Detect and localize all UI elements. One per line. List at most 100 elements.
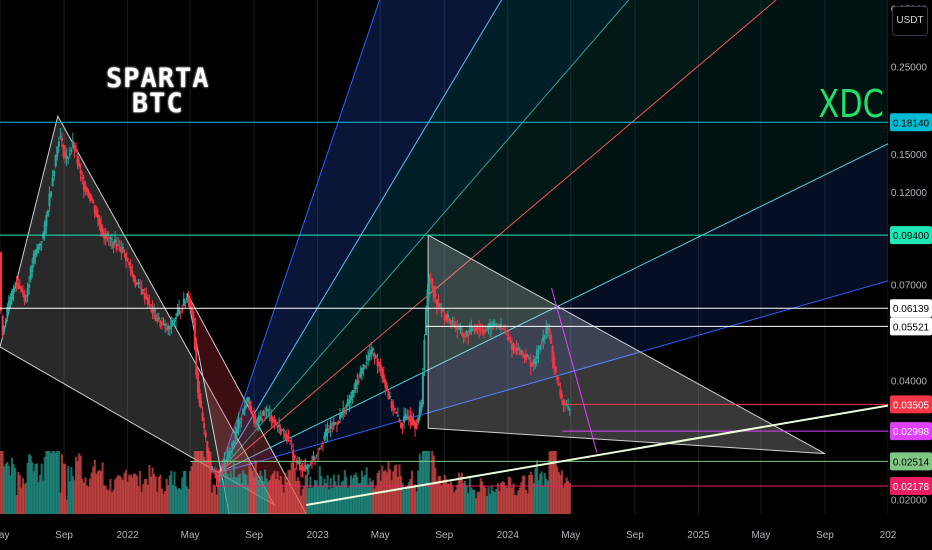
price-label-bg-1	[890, 226, 932, 245]
volume-bar-13	[20, 487, 23, 514]
volume-bar-165	[257, 479, 260, 514]
candle-body-162	[253, 415, 256, 424]
volume-bar-174	[271, 473, 274, 514]
candle-body-209	[326, 428, 329, 434]
volume-bar-283	[442, 479, 445, 514]
candle-body-149	[232, 440, 235, 444]
candle-body-77	[120, 247, 123, 253]
volume-bar-201	[314, 479, 317, 514]
candle-body-171	[267, 410, 270, 412]
volume-bar-292	[456, 484, 459, 514]
candle-body-308	[481, 328, 484, 332]
volume-bar-361	[564, 482, 567, 514]
candle-body-285	[445, 315, 448, 320]
volume-bar-156	[243, 473, 246, 514]
candle-body-228	[356, 379, 359, 386]
volume-bar-55	[85, 485, 89, 514]
candle-body-83	[129, 266, 132, 272]
candle-body-79	[123, 249, 126, 252]
candle-body-289	[451, 321, 454, 323]
volume-bar-264	[412, 485, 415, 514]
volume-bar-92	[143, 479, 146, 514]
candle-body-200	[312, 455, 315, 461]
volume-bar-363	[567, 480, 570, 514]
candle-body-222	[346, 398, 349, 406]
volume-bar-239	[373, 488, 376, 514]
candle-body-133	[207, 450, 210, 463]
volume-bar-183	[285, 481, 289, 514]
volume-bar-93	[145, 478, 148, 514]
candle-body-44	[68, 153, 71, 156]
candle-body-226	[353, 390, 356, 394]
candle-body-112	[174, 317, 178, 320]
candle-body-55	[85, 187, 89, 193]
volume-bar-173	[270, 475, 273, 514]
volume-bar-288	[449, 481, 453, 514]
volume-bar-91	[142, 484, 145, 514]
candle-body-354	[553, 357, 556, 369]
candle-body-204	[318, 448, 321, 450]
candle-body-18	[28, 284, 31, 288]
volume-bar-7	[10, 457, 14, 514]
candle-body-303	[473, 328, 476, 330]
candle-body-234	[365, 362, 368, 364]
candle-body-143	[223, 459, 226, 468]
candle-body-231	[360, 367, 364, 374]
x-tick-label-5: 2023	[307, 530, 330, 541]
candle-body-261	[407, 416, 410, 420]
volume-bar-185	[289, 470, 292, 514]
volume-bar-75	[117, 474, 120, 514]
candle-body-65	[101, 228, 104, 236]
volume-bar-49	[76, 461, 79, 514]
volume-bar-182	[284, 472, 287, 514]
volume-bar-270	[421, 451, 424, 514]
volume-bar-284	[443, 474, 446, 514]
volume-bar-305	[476, 491, 479, 514]
volume-bar-162	[253, 477, 256, 514]
volume-bar-16	[24, 483, 28, 514]
x-tick-label-10: Sep	[626, 530, 644, 541]
candle-body-233	[364, 366, 367, 368]
volume-bar-47	[73, 480, 76, 514]
candle-body-29	[45, 215, 48, 227]
candle-body-110	[171, 322, 174, 325]
candle-body-307	[479, 328, 482, 330]
volume-bar-243	[379, 480, 382, 514]
candle-body-45	[70, 149, 73, 152]
candle-body-230	[359, 371, 362, 378]
candle-body-34	[53, 171, 56, 177]
candle-body-57	[89, 194, 92, 202]
currency-button[interactable]: USDT	[892, 6, 928, 36]
candle-body-219	[342, 408, 345, 414]
volume-bar-140	[218, 477, 221, 514]
candle-body-208	[324, 428, 328, 437]
candle-body-329	[514, 347, 517, 350]
volume-bar-353	[551, 451, 554, 514]
volume-bar-147	[229, 471, 232, 514]
candle-body-177	[276, 424, 279, 428]
volume-bar-198	[309, 476, 312, 514]
volume-bar-5	[7, 465, 10, 514]
candle-body-284	[443, 314, 446, 321]
candle-body-277	[432, 286, 435, 299]
candle-body-82	[128, 261, 131, 266]
candle-body-60	[93, 205, 96, 214]
volume-bar-38	[59, 492, 62, 514]
volume-bar-338	[528, 474, 531, 514]
volume-bar-114	[178, 488, 181, 514]
candle-body-39	[60, 137, 64, 141]
candle-body-96	[149, 304, 153, 306]
candle-body-184	[287, 436, 290, 438]
candle-body-53	[82, 181, 85, 190]
triangle-pattern-0	[0, 114, 276, 507]
volume-bar-345	[539, 473, 542, 514]
candle-body-41	[64, 151, 67, 159]
candle-body-334	[521, 352, 524, 354]
candle-body-135	[210, 466, 214, 470]
x-tick-label-9: May	[561, 530, 580, 541]
volume-bar-133	[207, 458, 210, 514]
candle-body-131	[204, 432, 207, 438]
volume-bar-324	[506, 487, 509, 514]
volume-bar-287	[448, 483, 451, 514]
